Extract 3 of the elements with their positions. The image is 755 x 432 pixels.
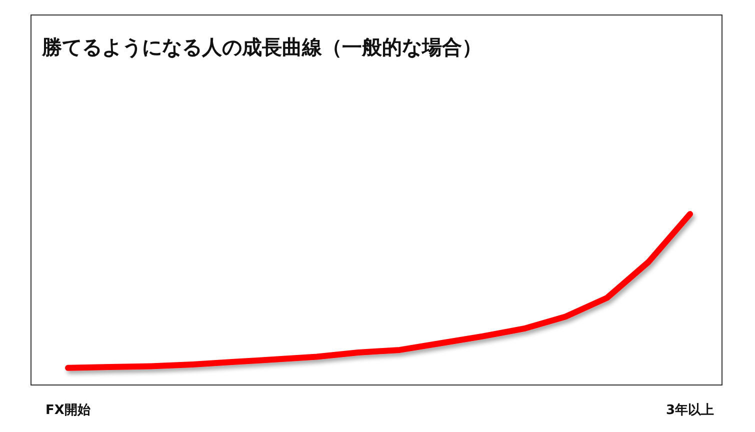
- x-tick-label: 3年以上: [666, 403, 714, 418]
- chart-title: 勝てるようになる人の成長曲線（一般的な場合）: [41, 35, 482, 59]
- x-tick-label: FX開始: [46, 403, 92, 418]
